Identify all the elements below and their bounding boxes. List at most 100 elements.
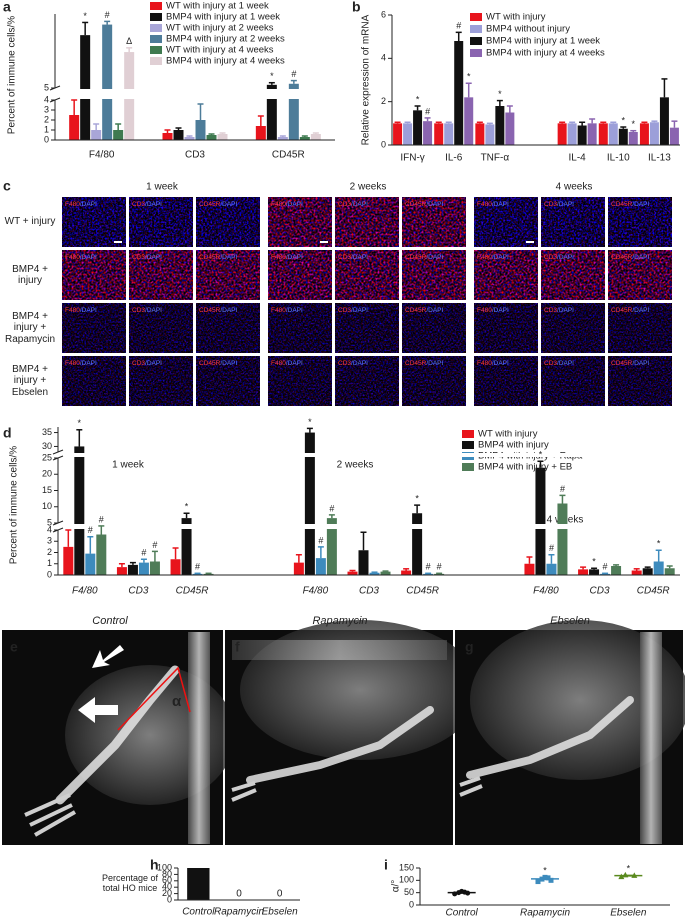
angle-label: α xyxy=(172,693,182,710)
y-tick-label: 1 xyxy=(44,124,49,134)
bar xyxy=(589,569,600,575)
y-tick-label: 4 xyxy=(381,53,386,63)
bar xyxy=(192,573,203,575)
significance-mark: # xyxy=(141,548,146,558)
x-tick-label: Ebselen xyxy=(610,908,647,919)
counterstain: /DAPI xyxy=(492,201,509,208)
bar xyxy=(454,41,464,145)
x-tick-label: F4/80 xyxy=(533,586,559,597)
bar xyxy=(369,572,380,575)
stain-name: CD45R xyxy=(405,201,427,208)
micrograph xyxy=(335,356,399,406)
stain-label: CD3/DAPI xyxy=(544,360,574,367)
panel-label: f xyxy=(235,639,240,655)
y-axis-label: Percent of immune cells/% xyxy=(7,16,18,134)
x-tick-label: IL-4 xyxy=(569,153,587,164)
bar xyxy=(608,123,618,145)
stain-name: CD45R xyxy=(199,254,221,261)
y-tick-label: 0 xyxy=(167,894,172,904)
stain-name: CD45R xyxy=(199,360,221,367)
significance-mark: * xyxy=(543,866,547,876)
significance-mark: # xyxy=(560,484,565,494)
stain-label: F480/DAPI xyxy=(477,360,509,367)
x-tick-label: IFN-γ xyxy=(400,153,424,164)
counterstain: /DAPI xyxy=(426,307,443,314)
y-tick-label: 1 xyxy=(47,558,52,568)
stain-name: CD3 xyxy=(544,254,557,261)
x-tick-label: Control xyxy=(182,907,215,918)
bar xyxy=(80,35,91,141)
counterstain: /DAPI xyxy=(426,201,443,208)
micrograph xyxy=(608,197,672,247)
micrograph xyxy=(268,197,332,247)
legend-label: BMP4 with injury at 4 weeks xyxy=(486,48,605,59)
stain-name: F480 xyxy=(477,254,492,261)
bar xyxy=(206,135,217,140)
counterstain: /DAPI xyxy=(286,307,303,314)
stain-label: CD45R/DAPI xyxy=(405,307,443,314)
counterstain: /DAPI xyxy=(145,307,162,314)
xray-spine xyxy=(232,640,447,660)
y-tick-label: 0 xyxy=(47,569,52,579)
y-tick-label: 40 xyxy=(162,882,172,892)
x-tick-label: IL-10 xyxy=(607,153,630,164)
significance-mark: * xyxy=(78,418,82,428)
bar xyxy=(669,127,679,145)
bar xyxy=(524,563,535,575)
bar xyxy=(578,569,589,575)
bar xyxy=(184,137,195,140)
stain-label: F480/DAPI xyxy=(65,360,97,367)
panel-label: e xyxy=(10,639,18,655)
bar xyxy=(304,432,315,575)
bar xyxy=(587,123,597,145)
bar xyxy=(495,106,505,145)
row-label: WT + injury xyxy=(4,216,56,228)
stain-label: F480/DAPI xyxy=(271,360,303,367)
bar xyxy=(434,573,445,575)
stain-label: CD3/DAPI xyxy=(544,307,574,314)
legend-label: WT with injury xyxy=(478,429,538,440)
stain-label: CD3/DAPI xyxy=(544,254,574,261)
y-axis-label: Percent of immune cells/% xyxy=(9,446,20,564)
panel-label: c xyxy=(3,178,11,194)
bar xyxy=(299,137,310,140)
micrograph xyxy=(196,197,260,247)
significance-mark: * xyxy=(467,72,471,82)
stain-label: F480/DAPI xyxy=(65,201,97,208)
significance-mark: * xyxy=(415,494,419,504)
stain-label: F480/DAPI xyxy=(271,254,303,261)
y-tick-label: 10 xyxy=(42,501,52,511)
legend-swatch xyxy=(462,463,474,471)
significance-mark: * xyxy=(627,863,631,873)
significance-mark: # xyxy=(105,10,110,20)
y-tick-label: 3 xyxy=(47,536,52,546)
y-tick-label: 3 xyxy=(44,104,49,114)
micrograph xyxy=(268,356,332,406)
radiograph-title: Ebselen xyxy=(550,615,590,627)
stain-label: CD45R/DAPI xyxy=(405,201,443,208)
stain-name: F480 xyxy=(477,360,492,367)
significance-mark: # xyxy=(99,514,104,524)
legend-label: WT with injury at 4 weeks xyxy=(166,45,274,56)
bar xyxy=(288,83,299,140)
x-tick-label: TNF-α xyxy=(481,153,510,164)
bar xyxy=(434,123,444,145)
bar xyxy=(546,563,557,575)
bar xyxy=(628,132,638,145)
group-label: 2 weeks xyxy=(337,460,374,471)
stain-name: CD45R xyxy=(405,254,427,261)
stain-name: CD45R xyxy=(611,360,633,367)
micrograph xyxy=(335,250,399,300)
stain-name: F480 xyxy=(65,360,80,367)
bar xyxy=(600,573,611,575)
stain-label: F480/DAPI xyxy=(477,254,509,261)
y-tick-label: 5 xyxy=(47,517,52,527)
micrograph xyxy=(335,303,399,353)
counterstain: /DAPI xyxy=(426,360,443,367)
legend-swatch xyxy=(150,35,162,43)
legend-swatch xyxy=(150,2,162,10)
stain-label: CD45R/DAPI xyxy=(405,254,443,261)
legend-label: BMP4 with injury xyxy=(478,440,549,451)
micrograph xyxy=(608,356,672,406)
